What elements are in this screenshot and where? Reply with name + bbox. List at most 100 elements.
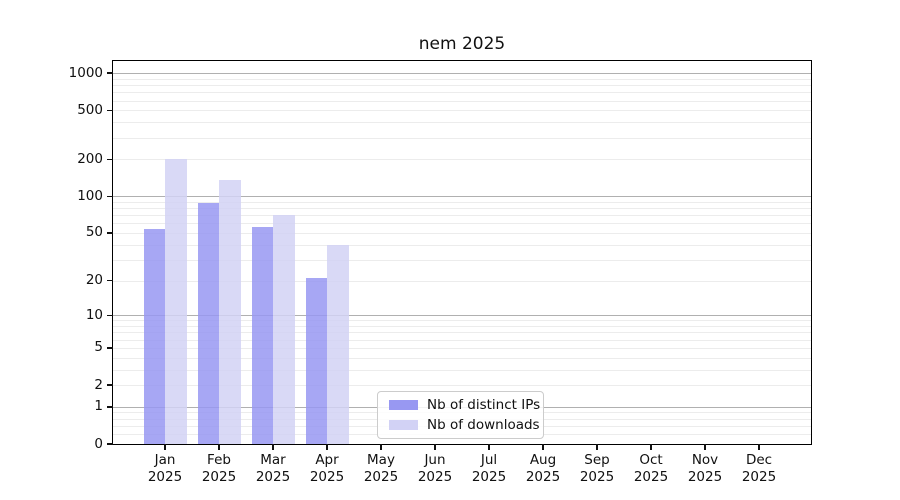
bar-feb-downloads [219,180,241,444]
y-tick-label: 100 [77,187,103,204]
y-tick-mark [107,406,113,408]
x-tick-mark [488,444,490,450]
y-tick-mark [107,109,113,112]
y-tick-mark [107,72,113,74]
x-tick-month: Sep [584,452,610,468]
minor-gridline [113,244,811,246]
minor-gridline [113,326,811,328]
minor-gridline [113,208,811,210]
legend: Nb of distinct IPs Nb of downloads [377,391,544,439]
y-tick-label: 1 [94,398,103,415]
x-tick-year: 2025 [687,469,723,485]
minor-gridline [113,332,811,334]
y-tick-label: 10 [85,306,103,323]
y-tick-label: 50 [85,224,103,241]
legend-label-distinct-ips: Nb of distinct IPs [427,397,541,413]
x-tick-mark [326,444,328,450]
bar-mar-downloads [273,215,295,444]
x-tick-month: Jul [480,452,498,468]
minor-gridline [113,357,811,359]
minor-gridline [113,339,811,341]
minor-gridline [113,85,811,87]
legend-label-downloads: Nb of downloads [427,417,540,433]
minor-gridline [113,215,811,217]
x-tick-year: 2025 [363,469,399,485]
y-tick-label: 1000 [68,64,103,81]
y-tick-mark [107,347,113,349]
x-tick-month: Aug [529,452,557,468]
x-tick-label: Jul 2025 [459,452,519,486]
bar-jan-distinct-ips [143,228,165,444]
major-gridline [113,73,811,75]
minor-gridline [113,100,811,102]
minor-gridline [113,159,811,161]
x-tick-year: 2025 [579,469,615,485]
x-tick-label: Jun 2025 [405,452,465,486]
x-tick-mark [596,444,598,450]
y-tick-label: 200 [77,150,103,167]
x-tick-month: Dec [745,452,773,468]
x-tick-label: Feb 2025 [189,452,249,486]
y-tick-label: 5 [94,339,103,356]
minor-gridline [113,259,811,261]
y-tick-mark [107,195,113,198]
x-tick-mark [434,444,436,450]
major-gridline [113,196,811,198]
x-tick-label: Apr 2025 [297,452,357,486]
x-tick-year: 2025 [417,469,453,485]
minor-gridline [113,385,811,387]
minor-gridline [113,122,811,124]
y-tick-label: 2 [94,376,103,393]
minor-gridline [113,201,811,203]
x-tick-mark [542,444,544,450]
minor-gridline [113,110,811,112]
x-tick-mark [380,444,382,450]
minor-gridline [113,232,811,234]
minor-gridline [113,137,811,139]
x-tick-label: Oct 2025 [621,452,681,486]
y-tick-mark [107,314,113,317]
bar-mar-distinct-ips [251,227,273,444]
x-tick-month: Feb [207,452,231,468]
y-tick-mark [107,279,113,282]
x-tick-year: 2025 [741,469,777,485]
y-tick-label: 20 [85,272,103,289]
x-tick-label: Sep 2025 [567,452,627,486]
x-tick-mark [272,444,274,450]
x-tick-label: Jan 2025 [135,452,195,486]
x-tick-mark [758,444,760,450]
x-tick-label: Aug 2025 [513,452,573,486]
x-tick-year: 2025 [201,469,237,485]
x-tick-year: 2025 [147,469,183,485]
major-gridline [113,315,811,317]
bar-feb-distinct-ips [197,203,219,444]
y-tick-mark [107,232,113,234]
x-tick-month: Apr [315,452,339,468]
y-tick-mark [107,443,113,445]
y-tick-label: 500 [77,101,103,118]
x-tick-year: 2025 [633,469,669,485]
x-tick-mark [704,444,706,450]
y-tick-mark [107,158,113,161]
minor-gridline [113,320,811,322]
bar-apr-downloads [327,244,349,444]
x-tick-mark [650,444,652,450]
x-tick-year: 2025 [255,469,291,485]
legend-swatch-downloads [389,420,418,430]
x-tick-mark [164,444,166,450]
legend-entry-distinct-ips: Nb of distinct IPs [386,397,540,413]
x-tick-month: Oct [639,452,663,468]
chart-title: nem 2025 [418,34,506,54]
x-tick-label: May 2025 [351,452,411,486]
y-tick-mark [107,384,113,386]
x-tick-month: Jun [424,452,446,468]
minor-gridline [113,369,811,371]
bar-apr-distinct-ips [305,278,327,444]
legend-entry-downloads: Nb of downloads [386,417,540,433]
x-tick-label: Mar 2025 [243,452,303,486]
y-tick-label: 0 [94,435,103,452]
bar-jan-downloads [165,159,187,444]
minor-gridline [113,347,811,349]
x-tick-month: Jan [154,452,176,468]
